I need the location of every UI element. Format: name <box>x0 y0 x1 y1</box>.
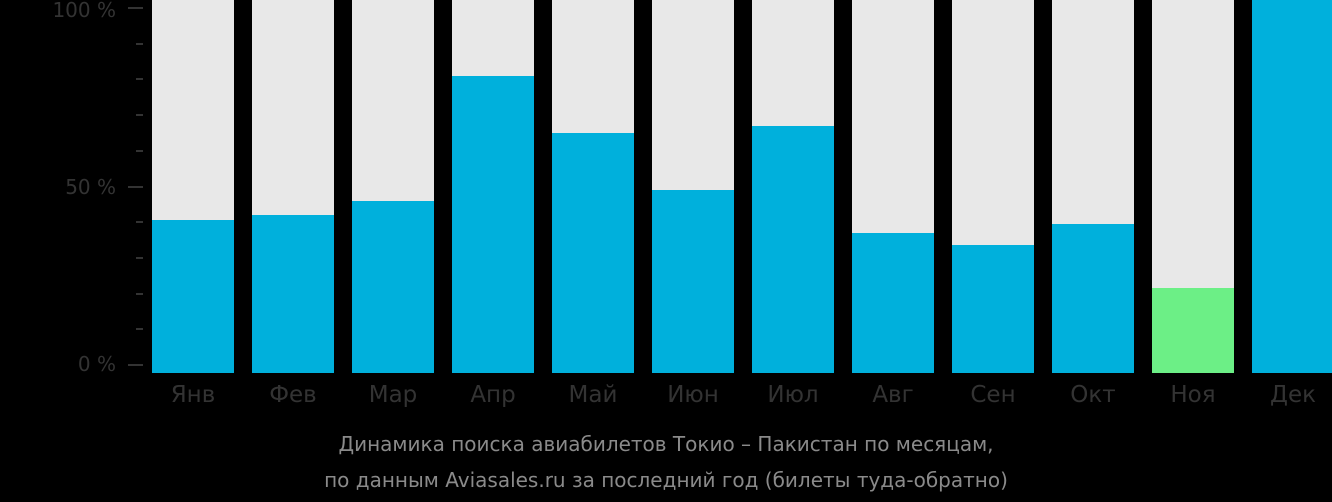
bar-value <box>352 200 434 373</box>
bar-Окт <box>1052 0 1134 373</box>
x-tick-label: Дек <box>1269 382 1316 408</box>
x-tick-label: Май <box>568 382 618 408</box>
x-tick-label: Июн <box>667 382 719 408</box>
bar-value <box>752 125 834 373</box>
bar-Фев <box>252 0 334 373</box>
y-tick <box>136 221 143 224</box>
y-tick <box>128 185 143 188</box>
bar-value <box>152 220 234 373</box>
bar-value <box>552 132 634 373</box>
chart-title: Динамика поиска авиабилетов Токио – Паки… <box>338 432 994 456</box>
y-tick-label-50: 50 % <box>65 175 116 199</box>
bar-value <box>1152 288 1234 373</box>
y-tick <box>128 364 143 366</box>
y-tick <box>136 149 143 152</box>
bar-Июл <box>752 0 834 373</box>
y-tick <box>128 7 143 9</box>
y-tick-label-100: 100 % <box>52 0 116 22</box>
x-tick-label: Мар <box>368 382 418 408</box>
x-tick-label: Авг <box>872 382 914 408</box>
bar-Авг <box>852 0 934 373</box>
bar-Июн <box>652 0 734 373</box>
bar-value <box>252 215 334 373</box>
bar-value <box>652 190 734 373</box>
y-tick <box>136 256 143 259</box>
chart-subtitle: по данным Aviasales.ru за последний год … <box>324 468 1008 492</box>
bar-value <box>1252 0 1332 373</box>
bar-Мар <box>352 0 434 373</box>
x-tick-label: Ноя <box>1170 382 1216 408</box>
bar-value <box>452 75 534 373</box>
x-tick-label: Июл <box>767 382 819 408</box>
x-tick-label: Янв <box>170 382 216 408</box>
y-tick <box>136 328 143 331</box>
bar-Май <box>552 0 634 373</box>
bar-Дек <box>1252 0 1332 373</box>
x-tick-label: Окт <box>1070 382 1116 408</box>
x-tick-label: Сен <box>970 382 1016 408</box>
bar-value <box>852 232 934 373</box>
y-tick <box>136 114 143 117</box>
bar-Ноя <box>1152 0 1234 373</box>
y-tick <box>136 42 143 45</box>
bar-Янв <box>152 0 234 373</box>
y-tick <box>136 78 143 81</box>
bar-Сен <box>952 0 1034 373</box>
bar-value <box>952 245 1034 373</box>
bar-value <box>1052 224 1134 373</box>
y-tick <box>136 292 143 295</box>
x-tick-label: Апр <box>470 382 516 408</box>
x-tick-label: Фев <box>269 382 317 408</box>
y-tick-label-0: 0 % <box>77 352 116 376</box>
bar-Апр <box>452 0 534 373</box>
